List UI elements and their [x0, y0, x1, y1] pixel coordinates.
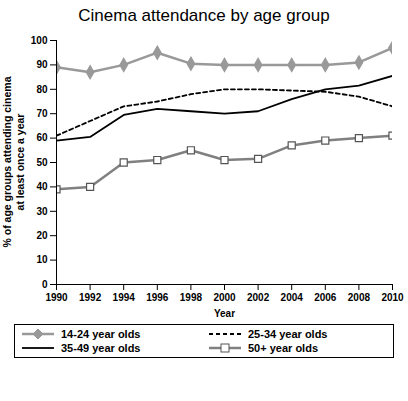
- svg-text:20: 20: [36, 230, 48, 241]
- html-text:25-34 year olds: 25-34 year olds: [248, 328, 328, 340]
- svg-text:Year: Year: [214, 308, 235, 319]
- html-text:50+ year olds: 50+ year olds: [248, 342, 318, 354]
- svg-text:1996: 1996: [146, 292, 169, 303]
- svg-text:2006: 2006: [314, 292, 337, 303]
- svg-text:60: 60: [36, 132, 48, 143]
- html-text:Cinema attendance by age group: Cinema attendance by age group: [78, 6, 330, 25]
- svg-text:1992: 1992: [79, 292, 102, 303]
- svg-text:2010: 2010: [381, 292, 404, 303]
- svg-text:30: 30: [36, 206, 48, 217]
- svg-text:70: 70: [36, 108, 48, 119]
- svg-text:10: 10: [36, 254, 48, 265]
- svg-text:2000: 2000: [213, 292, 236, 303]
- svg-text:0: 0: [42, 279, 48, 290]
- svg-text:50: 50: [36, 157, 48, 168]
- svg-text:100: 100: [31, 35, 48, 46]
- svg-text:% of age groups attending cine: % of age groups attending cinemaat least…: [1, 76, 26, 247]
- svg-text:40: 40: [36, 181, 48, 192]
- svg-text:1994: 1994: [113, 292, 136, 303]
- svg-text:2008: 2008: [348, 292, 371, 303]
- svg-text:80: 80: [36, 84, 48, 95]
- svg-text:1998: 1998: [180, 292, 203, 303]
- svg-text:90: 90: [36, 59, 48, 70]
- svg-text:2004: 2004: [281, 292, 304, 303]
- svg-text:1990: 1990: [45, 292, 68, 303]
- svg-text:2002: 2002: [247, 292, 270, 303]
- html-text:14-24 year olds: 14-24 year olds: [61, 328, 141, 340]
- html-text:35-49 year olds: 35-49 year olds: [61, 342, 141, 354]
